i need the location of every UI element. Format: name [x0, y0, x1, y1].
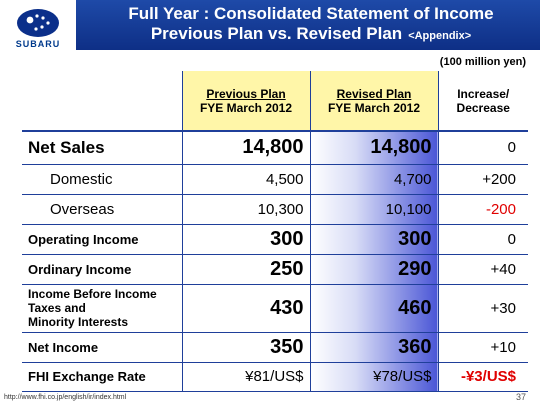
change-value: -200 [437, 194, 528, 225]
row-label: Income Before Income Taxes and Minority … [22, 284, 182, 333]
slide-title: Full Year : Consolidated Statement of In… [128, 4, 494, 23]
change-value: +40 [437, 254, 528, 285]
row-label: Net Sales [22, 131, 182, 165]
previous-plan-value: 14,800 [181, 131, 310, 165]
header-previous-plan-period: FYE March 2012 [199, 100, 293, 115]
change-value: +30 [437, 284, 528, 333]
header-divider [76, 50, 540, 53]
header-revised-plan-period: FYE March 2012 [327, 100, 421, 115]
change-value: 0 [437, 131, 528, 165]
header-previous-plan: Previous Plan FYE March 2012 [181, 71, 310, 132]
header-increase-line: Increase/ [457, 86, 510, 101]
row-label: Ordinary Income [22, 254, 182, 285]
change-value: -¥3/US$ [437, 362, 528, 392]
revised-plan-value: 14,800 [309, 131, 438, 165]
table-row-operating-income: Operating Income 300 300 0 [22, 224, 528, 255]
previous-plan-value: 300 [181, 224, 310, 255]
row-label-line2: Taxes and [28, 301, 86, 315]
revised-plan-value: 290 [309, 254, 438, 285]
previous-plan-value: ¥81/US$ [181, 362, 310, 392]
change-value: 0 [437, 224, 528, 255]
slide-header: SUBARU Full Year : Consolidated Statemen… [0, 0, 540, 56]
appendix-tag: <Appendix> [408, 30, 472, 42]
header-revised-plan: Revised Plan FYE March 2012 [309, 71, 438, 132]
unit-label: (100 million yen) [439, 56, 526, 68]
page-number: 37 [515, 392, 526, 402]
table-row-net-sales: Net Sales 14,800 14,800 0 [22, 131, 528, 165]
subaru-logo: SUBARU [0, 0, 76, 56]
row-label: Domestic [22, 164, 182, 195]
revised-plan-value: 4,700 [309, 164, 438, 195]
header-increase-decrease: Increase/ Decrease [437, 71, 528, 132]
previous-plan-value: 430 [181, 284, 310, 333]
row-label: FHI Exchange Rate [22, 362, 182, 392]
previous-plan-value: 250 [181, 254, 310, 285]
row-label: Operating Income [22, 224, 182, 255]
table-row-overseas: Overseas 10,300 10,100 -200 [22, 194, 528, 225]
revised-plan-value: 460 [309, 284, 438, 333]
change-value: +200 [437, 164, 528, 195]
revised-plan-value: 10,100 [309, 194, 438, 225]
subaru-emblem-icon [17, 8, 59, 37]
table-row-income-before-taxes: Income Before Income Taxes and Minority … [22, 284, 528, 333]
income-statement-table: Previous Plan FYE March 2012 Revised Pla… [22, 71, 528, 392]
row-label: Net Income [22, 332, 182, 363]
revised-plan-value: 300 [309, 224, 438, 255]
table-row-net-income: Net Income 350 360 +10 [22, 332, 528, 363]
previous-plan-value: 10,300 [181, 194, 310, 225]
footer-url: http://www.fhi.co.jp/english/ir/index.ht… [4, 394, 127, 401]
title-bar: Full Year : Consolidated Statement of In… [76, 0, 540, 50]
logo-wordmark: SUBARU [15, 38, 61, 49]
revised-plan-value: 360 [309, 332, 438, 363]
change-value: +10 [437, 332, 528, 363]
slide-subtitle-text: Previous Plan vs. Revised Plan [150, 24, 403, 43]
header-previous-plan-title: Previous Plan [206, 86, 286, 101]
header-decrease-line: Decrease [456, 100, 510, 115]
slide-subtitle: Previous Plan vs. Revised Plan <Appendix> [151, 24, 471, 46]
table-row-ordinary-income: Ordinary Income 250 290 +40 [22, 254, 528, 285]
table-row-domestic: Domestic 4,500 4,700 +200 [22, 164, 528, 195]
revised-plan-value: ¥78/US$ [309, 362, 438, 392]
header-blank [22, 71, 182, 132]
previous-plan-value: 4,500 [181, 164, 310, 195]
row-label-line3: Minority Interests [28, 315, 129, 329]
row-label-line1: Income Before Income [28, 287, 157, 301]
header-revised-plan-title: Revised Plan [336, 86, 412, 101]
table-row-exchange-rate: FHI Exchange Rate ¥81/US$ ¥78/US$ -¥3/US… [22, 362, 528, 392]
previous-plan-value: 350 [181, 332, 310, 363]
row-label: Overseas [22, 194, 182, 225]
table-header-row: Previous Plan FYE March 2012 Revised Pla… [22, 71, 528, 132]
